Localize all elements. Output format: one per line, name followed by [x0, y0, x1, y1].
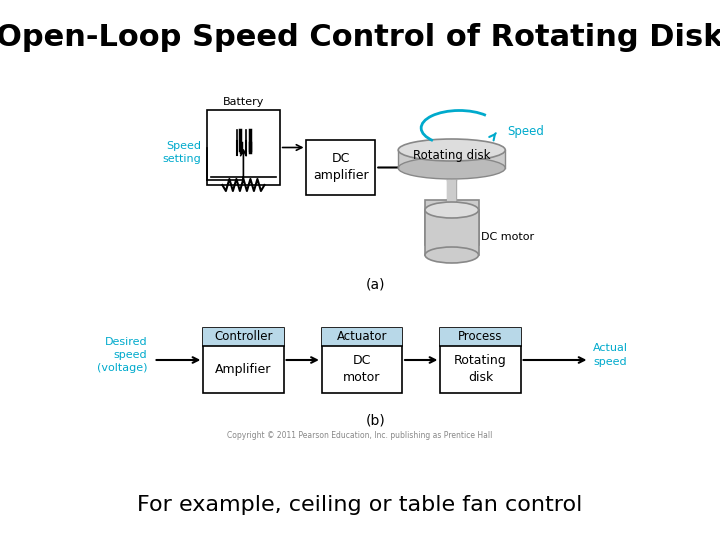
Text: DC
motor: DC motor	[343, 354, 381, 384]
Text: DC
amplifier: DC amplifier	[313, 152, 369, 183]
Text: Speed: Speed	[507, 125, 544, 138]
Text: Rotating disk: Rotating disk	[413, 148, 490, 161]
Text: Process: Process	[458, 330, 503, 343]
Text: Open-Loop Speed Control of Rotating Disk: Open-Loop Speed Control of Rotating Disk	[0, 24, 720, 52]
FancyBboxPatch shape	[207, 110, 279, 185]
Text: (b): (b)	[366, 413, 385, 427]
FancyBboxPatch shape	[307, 140, 375, 195]
FancyBboxPatch shape	[203, 327, 284, 346]
FancyBboxPatch shape	[441, 327, 521, 346]
Text: DC motor: DC motor	[481, 233, 534, 242]
FancyBboxPatch shape	[441, 327, 521, 393]
FancyBboxPatch shape	[425, 210, 479, 255]
FancyBboxPatch shape	[398, 150, 505, 168]
Ellipse shape	[425, 247, 479, 263]
Text: Copyright © 2011 Pearson Education, Inc. publishing as Prentice Hall: Copyright © 2011 Pearson Education, Inc.…	[228, 430, 492, 440]
FancyBboxPatch shape	[447, 180, 456, 210]
Text: (a): (a)	[366, 278, 385, 292]
FancyBboxPatch shape	[203, 327, 284, 393]
Ellipse shape	[425, 202, 479, 218]
Ellipse shape	[398, 157, 505, 179]
Text: Actuator: Actuator	[337, 330, 387, 343]
FancyBboxPatch shape	[425, 200, 479, 245]
FancyBboxPatch shape	[322, 327, 402, 346]
Text: For example, ceiling or table fan control: For example, ceiling or table fan contro…	[138, 495, 582, 515]
Text: Speed
setting: Speed setting	[162, 141, 201, 164]
Text: Desired
speed
(voltage): Desired speed (voltage)	[97, 337, 148, 373]
FancyBboxPatch shape	[322, 327, 402, 393]
Ellipse shape	[398, 139, 505, 161]
Text: Actual
speed: Actual speed	[593, 343, 628, 367]
Text: Rotating
disk: Rotating disk	[454, 354, 507, 384]
Text: Amplifier: Amplifier	[215, 362, 271, 375]
Text: Controller: Controller	[214, 330, 273, 343]
Text: Battery: Battery	[222, 97, 264, 107]
